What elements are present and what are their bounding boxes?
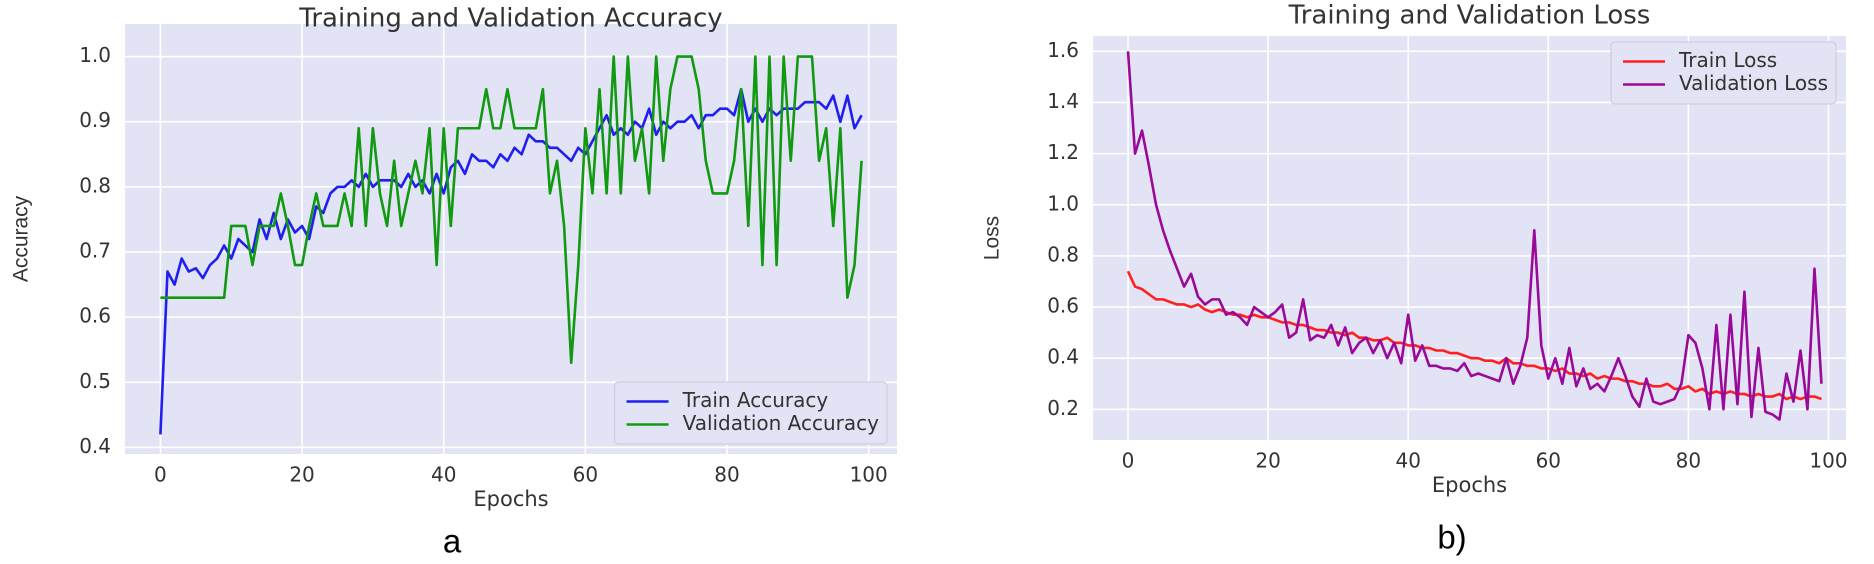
y-tick-label: 0.2	[1047, 396, 1079, 420]
x-tick-label: 80	[714, 463, 739, 487]
data-line	[1126, 51, 1823, 421]
x-tick-label: 100	[1809, 449, 1847, 473]
y-axis-label: Accuracy	[10, 195, 33, 282]
x-tick-label: 60	[573, 463, 598, 487]
y-tick-label: 0.6	[1047, 294, 1079, 318]
x-tick-label: 40	[431, 463, 456, 487]
legend-label: Train Accuracy	[682, 388, 829, 412]
y-tick-label: 1.0	[1047, 191, 1079, 215]
y-tick-label: 1.0	[79, 43, 111, 67]
x-tick-label: 100	[850, 463, 888, 487]
legend-label: Validation Accuracy	[683, 411, 880, 435]
x-axis-label: Epochs	[473, 487, 548, 511]
y-tick-label: 1.2	[1047, 140, 1079, 164]
x-tick-label: 20	[1255, 449, 1280, 473]
y-tick-label: 1.6	[1047, 38, 1079, 62]
x-tick-label: 20	[289, 463, 314, 487]
y-tick-label: 1.4	[1047, 89, 1079, 113]
y-tick-label: 0.8	[79, 173, 111, 197]
y-tick-label: 0.9	[79, 108, 111, 132]
data-line	[159, 87, 863, 435]
caption: a	[443, 523, 462, 560]
x-tick-label: 80	[1676, 449, 1701, 473]
y-tick-label: 0.4	[1047, 345, 1079, 369]
x-tick-label: 0	[1122, 449, 1135, 473]
y-axis-label: Loss	[981, 216, 1004, 260]
y-tick-label: 0.7	[79, 239, 111, 263]
x-tick-label: 0	[154, 463, 167, 487]
y-tick-label: 0.6	[79, 304, 111, 328]
legend-box	[614, 381, 888, 445]
x-axis-label: Epochs	[1432, 473, 1507, 497]
data-line	[160, 55, 863, 365]
legend-label: Train Loss	[1678, 48, 1777, 72]
legend-box	[1610, 41, 1837, 105]
y-tick-label: 0.8	[1047, 242, 1079, 266]
chart-title: Training and Validation Loss	[1288, 1, 1651, 31]
caption: b)	[1437, 519, 1466, 556]
x-tick-label: 40	[1395, 449, 1420, 473]
y-tick-label: 0.4	[79, 434, 111, 458]
legend-label: Validation Loss	[1679, 71, 1828, 95]
x-tick-label: 60	[1536, 449, 1561, 473]
chart-title: Training and Validation Accuracy	[298, 4, 722, 34]
y-tick-label: 0.5	[79, 369, 111, 393]
